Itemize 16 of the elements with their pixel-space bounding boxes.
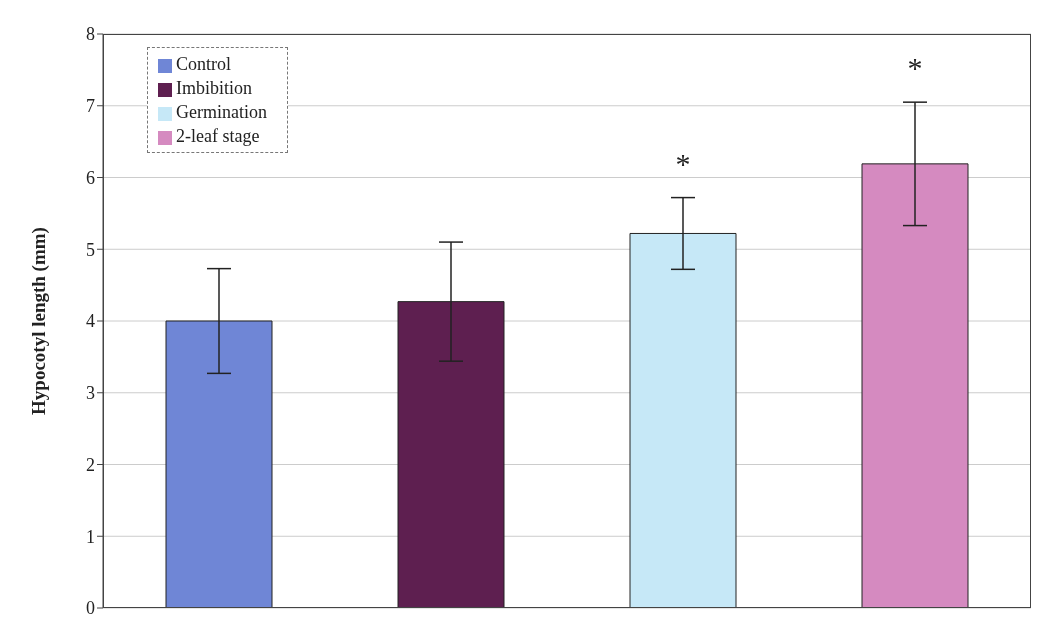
annotation: * [675,146,691,180]
y-tick-label: 1 [86,526,95,547]
legend-label: Imbibition [176,78,252,98]
y-axis-title: Hypocotyl length (mm) [27,227,50,415]
legend-label: 2-leaf stage [176,126,260,146]
legend-label: Germination [176,102,267,122]
y-tick-label: 8 [86,24,95,45]
y-tick-label: 4 [86,311,95,332]
y-tick-label: 0 [86,598,95,619]
legend-label: Control [176,54,232,74]
y-tick-label: 3 [86,383,95,404]
y-tick-label: 2 [86,454,95,475]
y-tick-label: 6 [86,167,95,188]
y-tick-label: 7 [86,96,95,117]
y-tick-label: 5 [86,239,95,260]
annotation: * [907,51,923,85]
